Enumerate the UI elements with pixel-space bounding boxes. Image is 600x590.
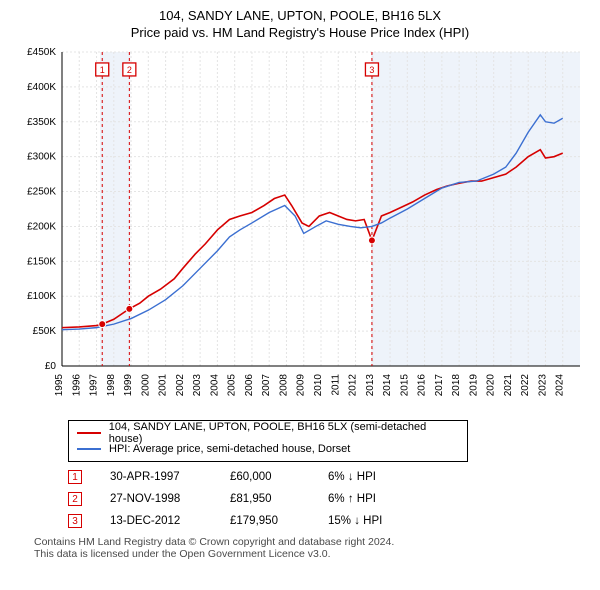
legend-swatch: [77, 432, 101, 434]
event-delta: 15% ↓ HPI: [328, 515, 428, 527]
x-tick-label: 2023: [537, 374, 548, 397]
sale-marker-number: 2: [127, 65, 132, 75]
container: 104, SANDY LANE, UPTON, POOLE, BH16 5LX …: [0, 0, 600, 590]
x-tick-label: 2016: [417, 374, 428, 397]
event-date: 27-NOV-1998: [110, 493, 202, 505]
title-address: 104, SANDY LANE, UPTON, POOLE, BH16 5LX: [12, 8, 588, 23]
legend-box: 104, SANDY LANE, UPTON, POOLE, BH16 5LX …: [68, 420, 468, 462]
shaded-band: [371, 52, 580, 366]
x-tick-label: 1995: [54, 374, 65, 397]
x-tick-label: 2019: [468, 374, 479, 397]
line-chart: £0 £50K £100K £150K £200K £250K £300K £350K £400…: [12, 44, 588, 414]
event-row: 3 13-DEC-2012 £179,950 15% ↓ HPI: [68, 514, 588, 528]
y-tick-label: £300K: [27, 152, 56, 163]
legend-label: HPI: Average price, semi-detached house,…: [109, 443, 350, 455]
x-tick-label: 2024: [555, 374, 566, 397]
x-tick-label: 2022: [520, 374, 531, 397]
sale-point: [99, 321, 106, 328]
event-date: 30-APR-1997: [110, 471, 202, 483]
event-price: £179,950: [230, 515, 300, 527]
y-tick-label: £0: [45, 361, 57, 372]
x-tick-label: 2013: [365, 374, 376, 397]
y-tick-label: £350K: [27, 117, 56, 128]
title-subtitle: Price paid vs. HM Land Registry's House …: [12, 25, 588, 40]
x-tick-label: 2014: [382, 374, 393, 397]
x-tick-label: 1997: [89, 374, 100, 397]
x-tick-label: 2010: [313, 374, 324, 397]
chart-area: £0 £50K £100K £150K £200K £250K £300K £350K £400…: [12, 44, 588, 414]
x-tick-label: 2004: [209, 374, 220, 397]
footer-line-2: This data is licensed under the Open Gov…: [34, 548, 588, 560]
y-tick-label: £250K: [27, 187, 56, 198]
event-marker: 1: [68, 470, 82, 484]
x-tick-label: 2018: [451, 374, 462, 397]
x-tick-label: 2015: [399, 374, 410, 397]
x-tick-label: 2003: [192, 374, 203, 397]
event-delta: 6% ↓ HPI: [328, 471, 428, 483]
sale-marker-number: 1: [100, 65, 105, 75]
y-tick-label: £400K: [27, 82, 56, 93]
event-marker: 2: [68, 492, 82, 506]
legend-row: 104, SANDY LANE, UPTON, POOLE, BH16 5LX …: [77, 425, 459, 441]
event-price: £81,950: [230, 493, 300, 505]
y-tick-label: £150K: [27, 256, 56, 267]
event-delta: 6% ↑ HPI: [328, 493, 428, 505]
x-tick-label: 2012: [348, 374, 359, 397]
event-row: 2 27-NOV-1998 £81,950 6% ↑ HPI: [68, 492, 588, 506]
x-tick-label: 2006: [244, 374, 255, 397]
sale-point: [126, 305, 133, 312]
x-tick-label: 2002: [175, 374, 186, 397]
x-tick-label: 1998: [106, 374, 117, 397]
y-tick-label: £450K: [27, 47, 56, 58]
x-tick-label: 2007: [261, 374, 272, 397]
event-marker: 3: [68, 514, 82, 528]
title-block: 104, SANDY LANE, UPTON, POOLE, BH16 5LX …: [12, 8, 588, 40]
y-tick-label: £100K: [27, 291, 56, 302]
event-price: £60,000: [230, 471, 300, 483]
footer-line-1: Contains HM Land Registry data © Crown c…: [34, 536, 588, 548]
x-tick-label: 2000: [140, 374, 151, 397]
y-tick-label: £200K: [27, 221, 56, 232]
sale-point: [368, 237, 375, 244]
legend-swatch: [77, 448, 101, 450]
x-tick-label: 2008: [278, 374, 289, 397]
x-tick-label: 2021: [503, 374, 514, 397]
event-list: 1 30-APR-1997 £60,000 6% ↓ HPI 2 27-NOV-1998 £…: [68, 470, 588, 528]
event-date: 13-DEC-2012: [110, 515, 202, 527]
x-tick-label: 1999: [123, 374, 134, 397]
sale-marker-number: 3: [369, 65, 374, 75]
x-tick-label: 2011: [330, 374, 341, 396]
legend-label: 104, SANDY LANE, UPTON, POOLE, BH16 5LX …: [109, 421, 459, 445]
x-tick-label: 2020: [486, 374, 497, 397]
x-tick-label: 2001: [158, 374, 169, 397]
x-tick-label: 1996: [71, 374, 82, 397]
footer: Contains HM Land Registry data © Crown c…: [34, 536, 588, 560]
x-tick-label: 2009: [296, 374, 307, 397]
y-tick-label: £50K: [33, 326, 57, 337]
x-tick-label: 2017: [434, 374, 445, 397]
x-tick-label: 2005: [227, 374, 238, 397]
event-row: 1 30-APR-1997 £60,000 6% ↓ HPI: [68, 470, 588, 484]
